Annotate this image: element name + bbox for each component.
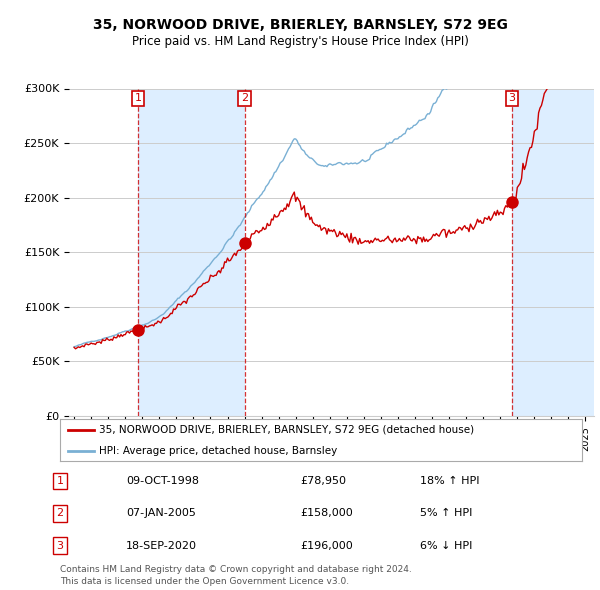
Text: HPI: Average price, detached house, Barnsley: HPI: Average price, detached house, Barn…: [99, 446, 337, 455]
Text: 3: 3: [56, 541, 64, 550]
Text: 18-SEP-2020: 18-SEP-2020: [126, 541, 197, 550]
Bar: [138, 88, 245, 416]
Text: 2: 2: [56, 509, 64, 518]
Text: 09-OCT-1998: 09-OCT-1998: [126, 476, 199, 486]
Text: 6% ↓ HPI: 6% ↓ HPI: [420, 541, 472, 550]
Text: Contains HM Land Registry data © Crown copyright and database right 2024.: Contains HM Land Registry data © Crown c…: [60, 565, 412, 574]
Text: 18% ↑ HPI: 18% ↑ HPI: [420, 476, 479, 486]
Text: 2: 2: [241, 93, 248, 103]
Text: This data is licensed under the Open Government Licence v3.0.: This data is licensed under the Open Gov…: [60, 577, 349, 586]
Text: 1: 1: [56, 476, 64, 486]
Text: 07-JAN-2005: 07-JAN-2005: [126, 509, 196, 518]
Text: 3: 3: [509, 93, 515, 103]
Text: 1: 1: [134, 93, 142, 103]
Bar: [512, 88, 594, 416]
Text: Price paid vs. HM Land Registry's House Price Index (HPI): Price paid vs. HM Land Registry's House …: [131, 35, 469, 48]
Text: 5% ↑ HPI: 5% ↑ HPI: [420, 509, 472, 518]
Text: 35, NORWOOD DRIVE, BRIERLEY, BARNSLEY, S72 9EG (detached house): 35, NORWOOD DRIVE, BRIERLEY, BARNSLEY, S…: [99, 425, 474, 434]
Text: £78,950: £78,950: [300, 476, 346, 486]
Text: 35, NORWOOD DRIVE, BRIERLEY, BARNSLEY, S72 9EG: 35, NORWOOD DRIVE, BRIERLEY, BARNSLEY, S…: [92, 18, 508, 32]
Text: £158,000: £158,000: [300, 509, 353, 518]
Text: £196,000: £196,000: [300, 541, 353, 550]
